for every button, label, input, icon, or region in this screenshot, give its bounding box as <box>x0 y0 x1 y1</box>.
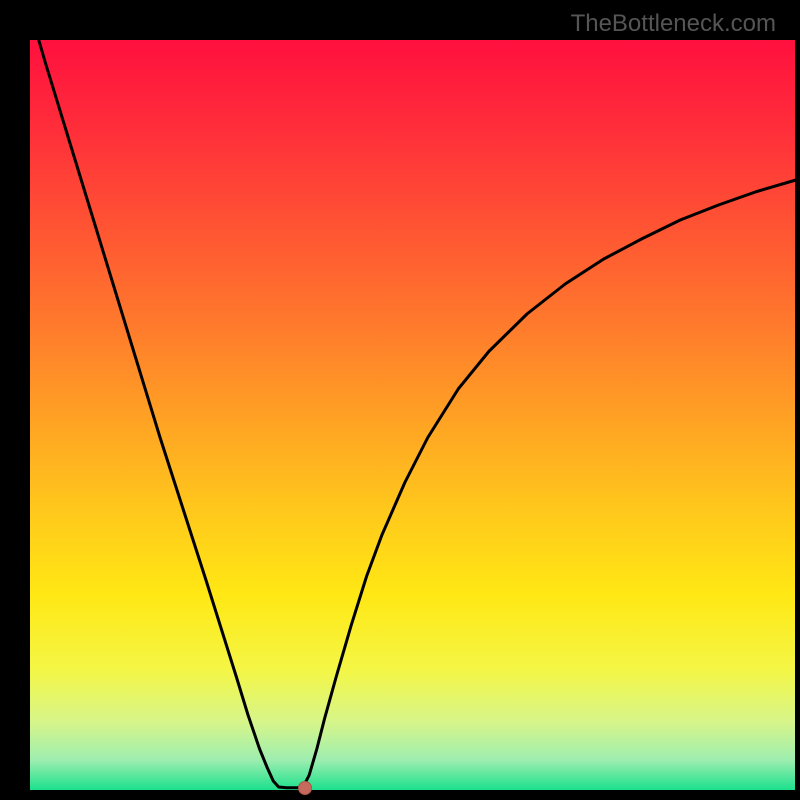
chart-container: TheBottleneck.com <box>0 0 800 800</box>
bottleneck-curve <box>30 40 795 788</box>
curve-layer <box>30 40 795 790</box>
watermark-text: TheBottleneck.com <box>571 10 776 38</box>
optimal-point-marker <box>298 781 312 795</box>
plot-area <box>30 40 795 790</box>
